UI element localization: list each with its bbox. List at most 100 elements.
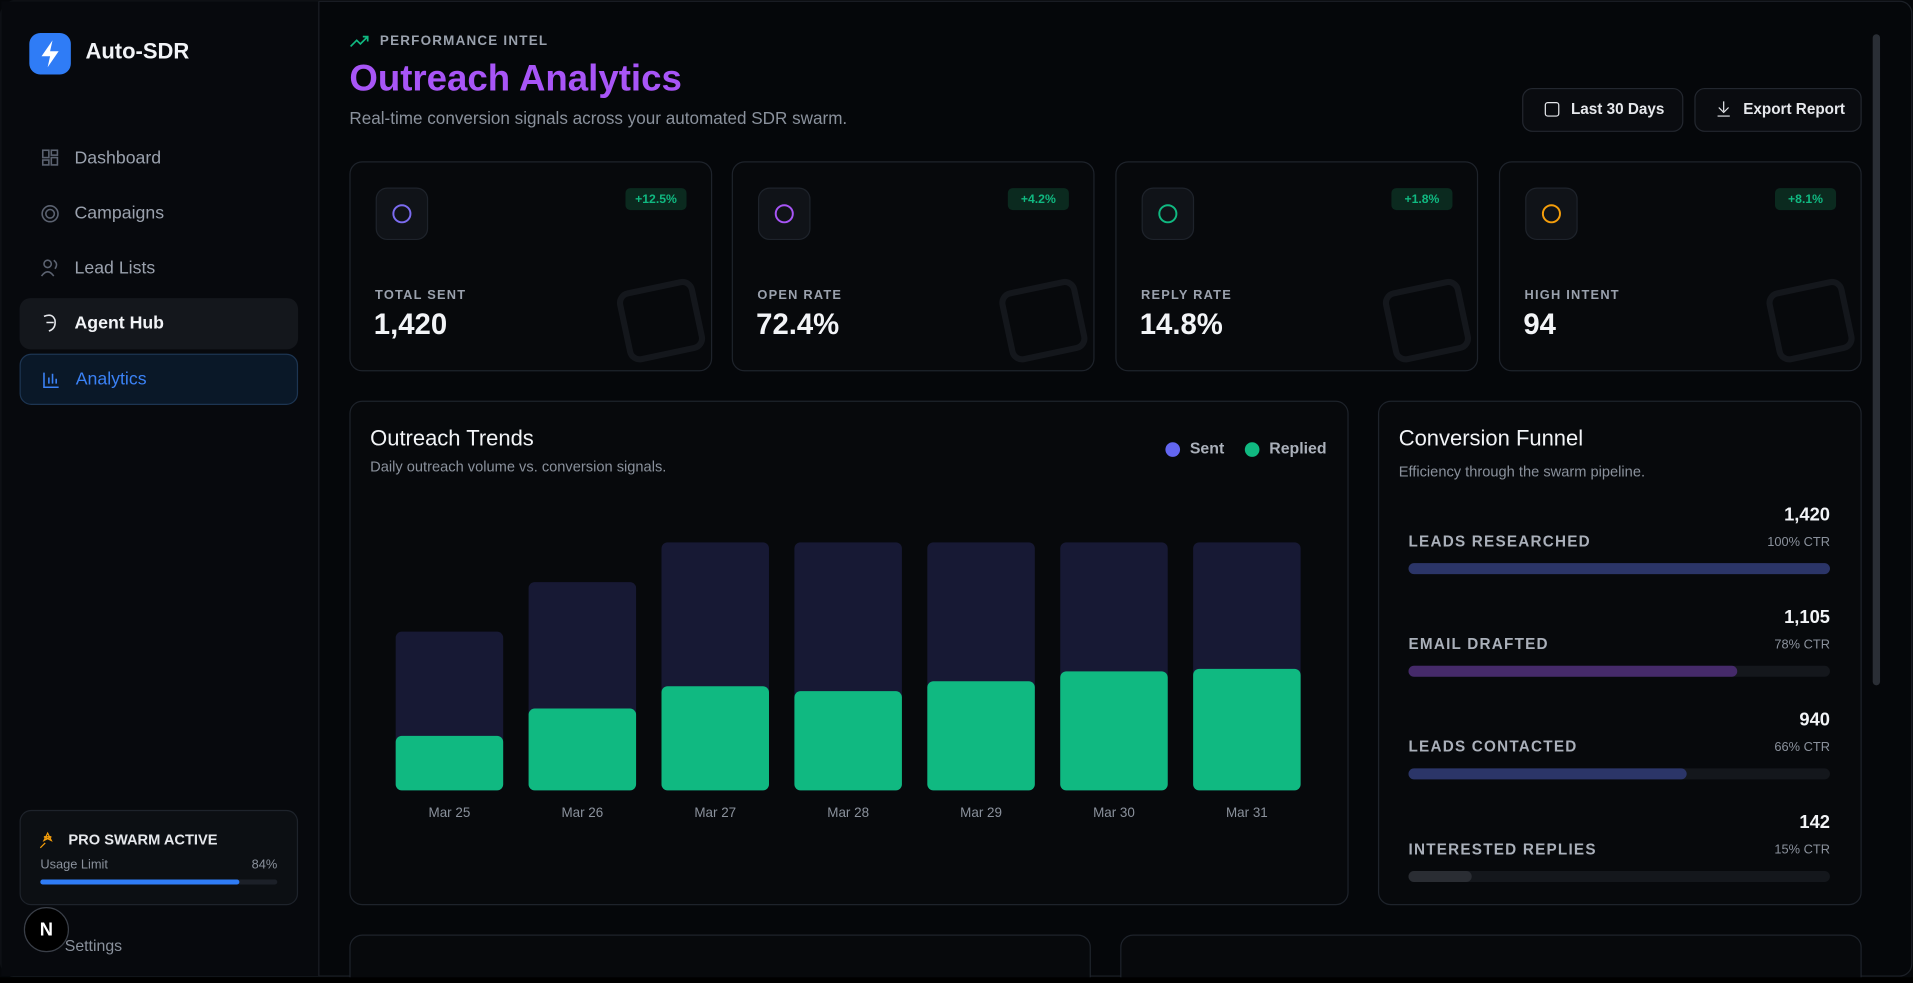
page-subtitle: Real-time conversion signals across your…	[349, 109, 847, 128]
nav-active-bg	[19, 298, 299, 350]
kpi-label: OPEN RATE	[757, 287, 842, 302]
nav-item[interactable]: Agent Hub	[75, 312, 165, 332]
kpi-change: +8.1%	[1788, 192, 1823, 206]
bar-replied	[661, 686, 769, 791]
stage-value: 1,420	[1784, 503, 1830, 524]
kpi-watermark	[1382, 278, 1472, 363]
kpi-icon	[392, 204, 412, 224]
kpi-badge	[1007, 188, 1069, 211]
kpi-icon	[1158, 204, 1178, 224]
stage-label: LEADS CONTACTED	[1409, 739, 1578, 756]
stage-bar	[1408, 871, 1472, 882]
button-label[interactable]: Export Report	[1743, 101, 1845, 118]
stage-value: 1,105	[1784, 606, 1830, 627]
x-tick-label: Mar 30	[1093, 805, 1135, 820]
kpi-change: +12.5%	[635, 192, 677, 206]
kpi-watermark	[1766, 278, 1855, 363]
funnel-title: Conversion Funnel	[1399, 426, 1583, 451]
legend-label: Sent	[1190, 441, 1225, 458]
bar-replied	[1060, 671, 1168, 791]
avatar-letter: N	[40, 919, 53, 940]
x-tick-label: Mar 29	[960, 805, 1002, 820]
scrollbar[interactable]	[1872, 34, 1881, 686]
kpi-value: 1,420	[374, 308, 447, 341]
kpi-icon-box	[1141, 187, 1195, 241]
bar-replied	[927, 681, 1035, 791]
legend-dot	[1165, 442, 1181, 457]
export-button[interactable]	[1694, 87, 1862, 132]
nav-icons	[40, 149, 59, 389]
avatar[interactable]	[23, 907, 70, 953]
usage-bar	[40, 879, 240, 885]
kpi-badge	[625, 188, 687, 211]
x-tick-label: Mar 27	[694, 805, 736, 820]
plan-icon	[39, 831, 53, 849]
x-tick-label: Mar 31	[1226, 805, 1268, 820]
stage-bar	[1408, 665, 1738, 677]
kpi-badge	[1391, 188, 1453, 211]
kpi-badge	[1774, 188, 1837, 211]
legend-label: Replied	[1269, 441, 1326, 458]
kpi-icon-box	[758, 187, 811, 241]
funnel-subtitle: Efficiency through the swarm pipeline.	[1399, 465, 1645, 481]
calendar-icon	[1544, 102, 1560, 117]
download-icon	[1717, 101, 1730, 117]
stage-ctr: 66% CTR	[1774, 739, 1830, 754]
kpi-watermark	[999, 278, 1088, 363]
stage-value: 142	[1799, 811, 1830, 832]
kpi-icon	[1541, 204, 1561, 224]
button-label[interactable]: Last 30 Days	[1571, 101, 1664, 118]
stage-label: EMAIL DRAFTED	[1409, 636, 1549, 653]
nav-item[interactable]: Campaigns	[75, 202, 165, 222]
stage-ctr: 100% CTR	[1767, 534, 1830, 549]
kpi-icon	[774, 204, 794, 224]
settings[interactable]: Settings	[65, 938, 122, 955]
kpi-label: HIGH INTENT	[1525, 287, 1620, 302]
lower-card	[1120, 934, 1862, 983]
stage-track	[1408, 871, 1830, 882]
chart-subtitle: Daily outreach volume vs. conversion sig…	[370, 460, 666, 476]
chart-title: Outreach Trends	[370, 426, 534, 451]
bar-replied	[1193, 668, 1301, 791]
nav-item[interactable]: Lead Lists	[75, 257, 156, 277]
stage-label: INTERESTED REPLIES	[1409, 841, 1597, 858]
kpi-label: REPLY RATE	[1141, 287, 1232, 302]
kpi-change: +1.8%	[1404, 192, 1439, 206]
stage-value: 940	[1799, 709, 1830, 730]
x-tick-label: Mar 26	[561, 805, 603, 820]
kpi-value: 72.4%	[756, 308, 839, 341]
kpi-icon-box	[375, 187, 429, 241]
nav-selected-bg	[19, 353, 299, 405]
date-button[interactable]	[1522, 87, 1684, 132]
plan-title: PRO SWARM ACTIVE	[68, 832, 217, 848]
x-tick-label: Mar 28	[827, 805, 869, 820]
bar-replied	[528, 708, 637, 791]
stage-label: LEADS RESEARCHED	[1409, 533, 1591, 550]
legend-dot	[1244, 442, 1260, 457]
usage-label: Usage Limit	[40, 856, 108, 871]
kpi-icon-box	[1525, 187, 1578, 241]
x-tick-label: Mar 25	[429, 805, 471, 820]
stage-ctr: 78% CTR	[1774, 636, 1830, 651]
eyebrow: PERFORMANCE INTEL	[380, 33, 548, 48]
kpi-change: +4.2%	[1021, 192, 1056, 206]
stage-bar	[1408, 768, 1687, 780]
lower-card	[349, 934, 1091, 983]
bar-replied	[794, 691, 902, 791]
eyebrow-icon	[349, 35, 369, 48]
logo-bolt	[41, 40, 59, 68]
nav-item[interactable]: Dashboard	[75, 147, 162, 167]
bar-replied	[395, 735, 504, 791]
kpi-value: 14.8%	[1140, 308, 1223, 341]
stage-ctr: 15% CTR	[1774, 842, 1830, 857]
nav-item[interactable]: Analytics	[76, 369, 147, 389]
usage-text: 84%	[252, 856, 278, 871]
page-title: Outreach Analytics	[349, 57, 681, 98]
brand: Auto-SDR	[86, 38, 190, 63]
stage-bar	[1408, 563, 1830, 575]
kpi-label: TOTAL SENT	[375, 287, 466, 302]
kpi-watermark	[616, 278, 706, 363]
